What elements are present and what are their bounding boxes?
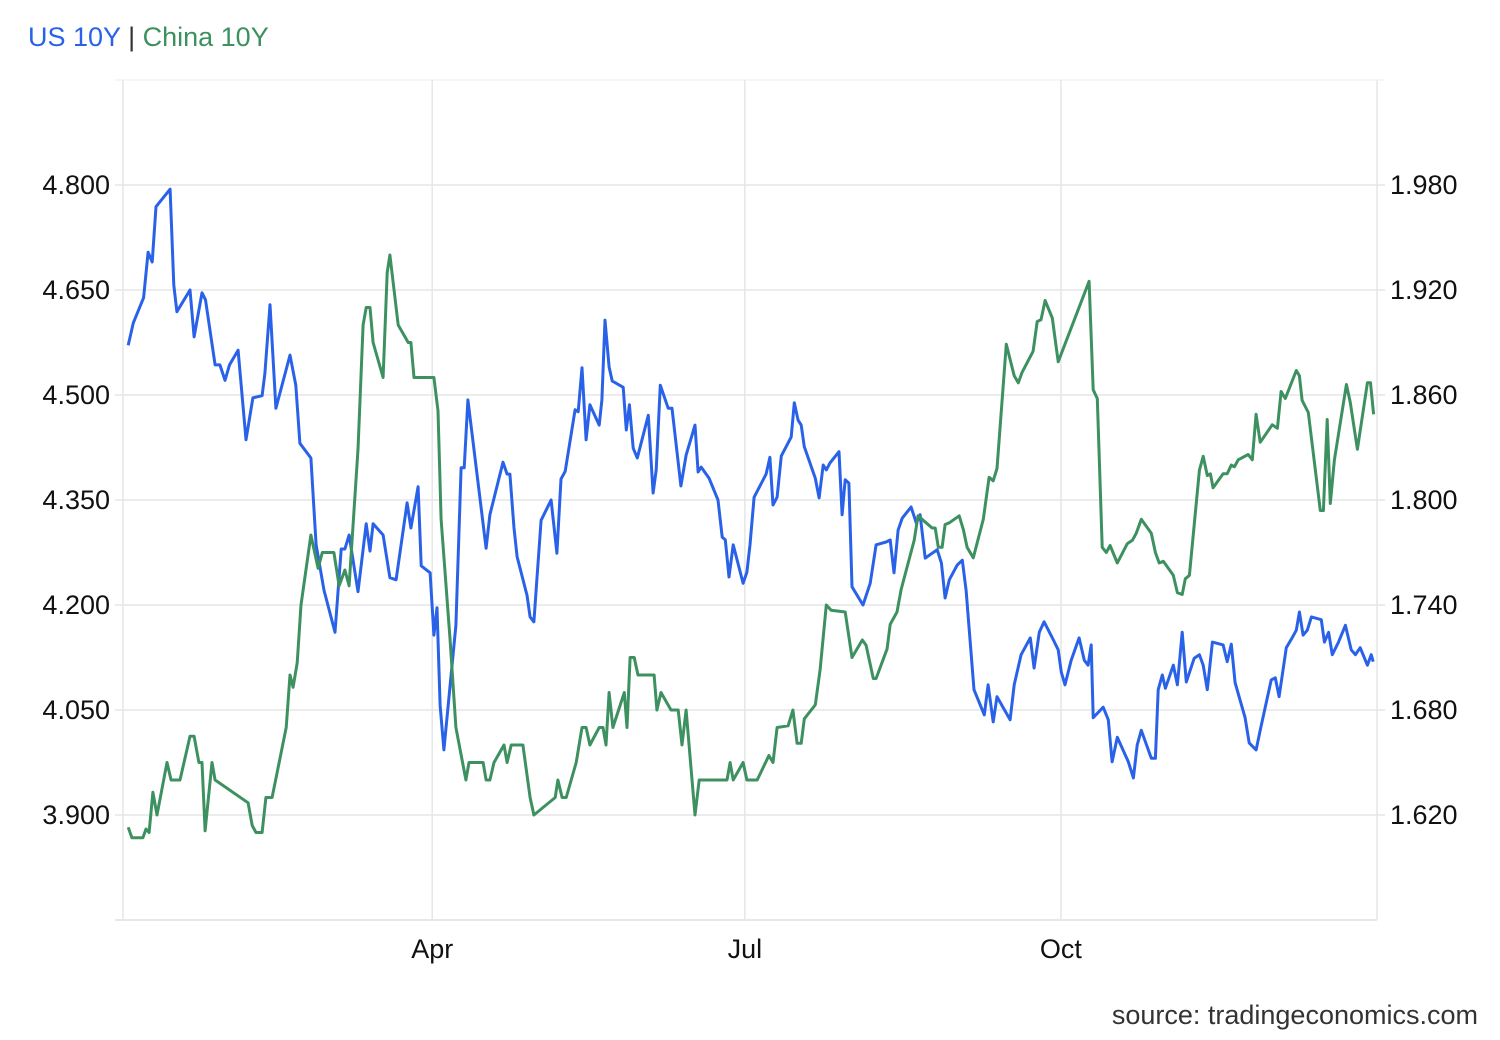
y-right-tick-label: 1.980	[1390, 170, 1458, 200]
y-left-tick-label: 4.350	[42, 485, 110, 515]
legend-china-10y[interactable]: China 10Y	[142, 22, 269, 52]
legend-separator: |	[128, 22, 136, 52]
y-right-tick-label: 1.920	[1390, 275, 1458, 305]
y-left-tick-label: 4.650	[42, 275, 110, 305]
legend-us-10y[interactable]: US 10Y	[28, 22, 121, 52]
axis-labels: 4.800 1.980 4.650 1.920 4.500 1.860 4.350 1.800…	[42, 170, 1457, 964]
y-left-tick-label: 4.050	[42, 695, 110, 725]
y-right-tick-label: 1.680	[1390, 695, 1458, 725]
y-right-tick-label: 1.800	[1390, 485, 1458, 515]
y-left-tick-label: 3.900	[42, 800, 110, 830]
y-left-tick-label: 4.200	[42, 590, 110, 620]
y-right-tick-label: 1.620	[1390, 800, 1458, 830]
series-line-china-10y[interactable]	[126, 253, 1376, 840]
y-right-tick-label: 1.860	[1390, 380, 1458, 410]
gridlines	[115, 79, 1385, 921]
x-tick-label: Apr	[411, 934, 453, 964]
y-left-tick-label: 4.500	[42, 380, 110, 410]
series-line-us-10y[interactable]	[126, 187, 1375, 780]
series-lines	[126, 187, 1376, 840]
x-tick-label: Oct	[1040, 934, 1083, 964]
source-label: source: tradingeconomics.com	[1111, 1000, 1478, 1030]
y-left-tick-label: 4.800	[42, 170, 110, 200]
y-right-tick-label: 1.740	[1390, 590, 1458, 620]
x-tick-label: Jul	[728, 934, 763, 964]
chart-title: US 10Y | China 10Y	[28, 22, 269, 53]
